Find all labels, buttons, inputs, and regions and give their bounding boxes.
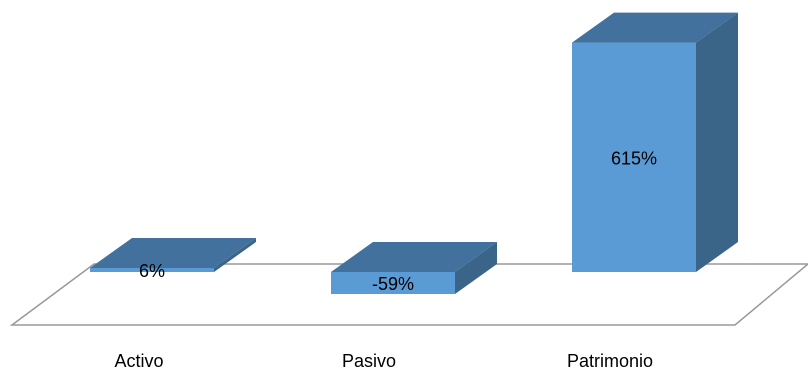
bar-pasivo-top [331, 242, 497, 272]
category-label-patrimonio: Patrimonio [567, 351, 653, 369]
data-label-patrimonio: 615% [611, 148, 657, 168]
bar-pasivo [331, 242, 497, 295]
bar-patrimonio-top [572, 12, 738, 43]
category-label-activo: Activo [114, 351, 163, 369]
category-labels-layer: Activo Pasivo Patrimonio [114, 351, 653, 371]
data-labels-layer: 6% -59% 615% [139, 148, 657, 294]
bar-activo [90, 238, 256, 272]
bar-patrimonio [572, 12, 738, 273]
bars-layer [90, 12, 738, 295]
bar-activo-top [90, 238, 256, 268]
chart-floor [9, 263, 808, 326]
bar-activo-side [214, 238, 256, 272]
bar-pasivo-side [455, 242, 497, 295]
bar-patrimonio-side [696, 12, 738, 272]
data-label-activo: 6% [139, 261, 165, 281]
data-label-pasivo: -59% [372, 274, 414, 294]
category-label-pasivo: Pasivo [342, 351, 396, 369]
bar-pasivo-front [331, 272, 455, 295]
bar-activo-front [90, 268, 214, 272]
bar-patrimonio-front [572, 42, 696, 273]
